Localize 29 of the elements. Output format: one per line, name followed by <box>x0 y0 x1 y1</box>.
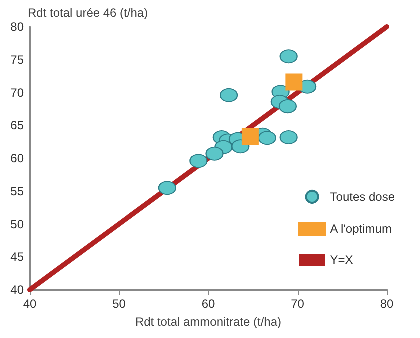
point <box>158 181 176 196</box>
x-tick-label: 60 <box>202 297 216 311</box>
point <box>280 130 298 144</box>
y-tick-label: 50 <box>10 217 24 232</box>
point <box>280 50 298 64</box>
x-tick-label: 50 <box>112 297 126 311</box>
x-axis-title: Rdt total ammonitrate (t/ha) <box>135 315 282 329</box>
point <box>220 88 238 102</box>
y-tick-label: 80 <box>10 20 24 34</box>
point <box>258 131 276 146</box>
legend-label: Toutes dose <box>330 190 396 204</box>
point <box>190 154 208 168</box>
y-tick-label: 40 <box>10 283 24 297</box>
point <box>286 74 303 91</box>
y-tick-label: 75 <box>10 52 24 67</box>
y-tick-label: 55 <box>10 184 24 198</box>
y-tick-label: 60 <box>10 152 24 166</box>
y-tick-label: 70 <box>10 86 24 100</box>
x-tick-label: 40 <box>23 297 37 311</box>
x-tick-label: 70 <box>291 297 305 311</box>
legend-label: A l'optimum <box>330 222 392 236</box>
y-tick-label: 65 <box>10 118 24 133</box>
point <box>278 100 297 114</box>
y-axis-title: Rdt total urée 46 (t/ha) <box>28 6 148 20</box>
y-tick-label: 45 <box>10 250 24 264</box>
point <box>242 128 259 146</box>
point <box>206 146 224 161</box>
x-tick-label: 80 <box>380 297 394 311</box>
legend-label: Y=X <box>330 253 354 267</box>
